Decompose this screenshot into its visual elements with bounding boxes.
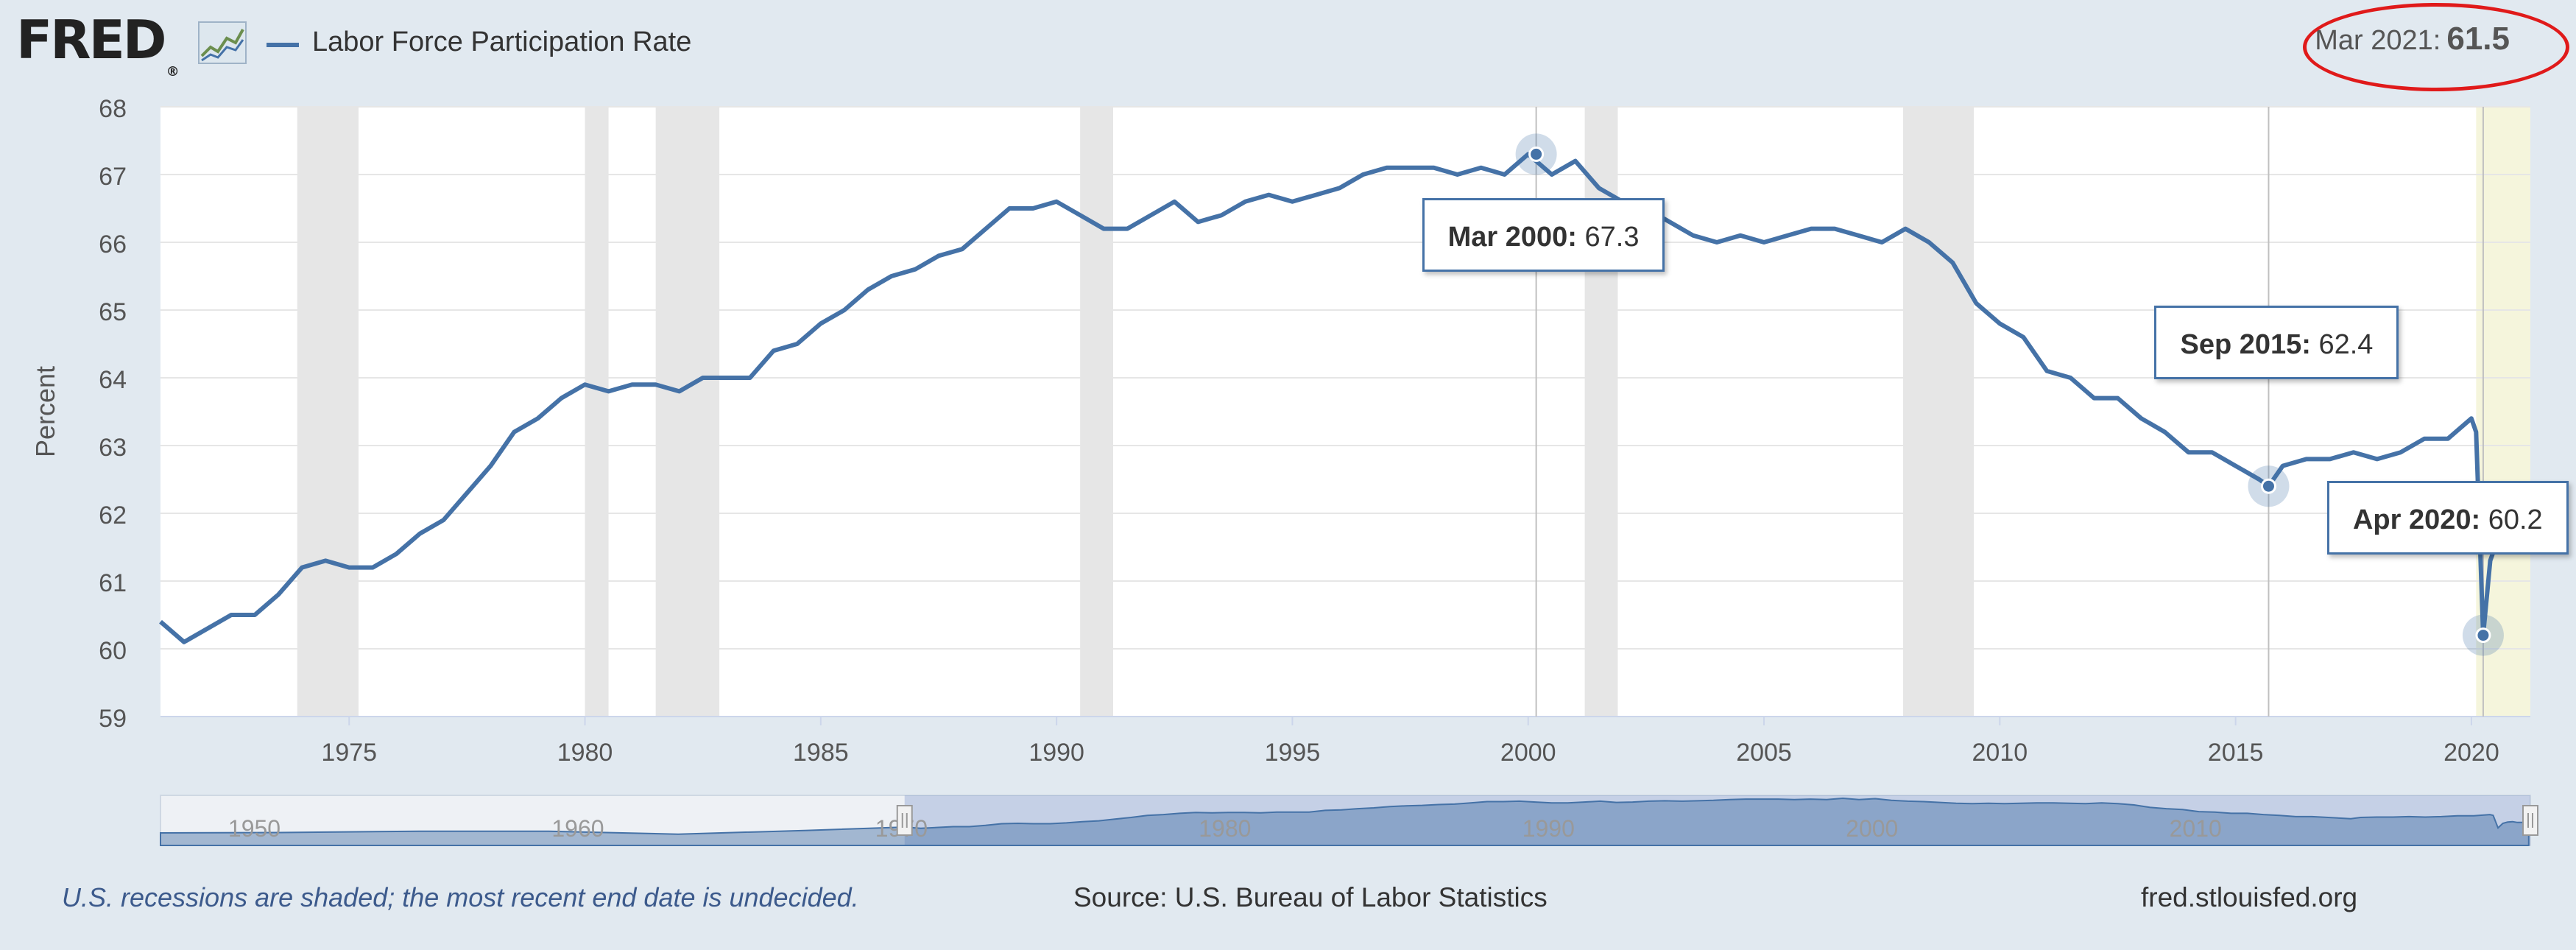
navigator-label: 1960 <box>551 815 604 842</box>
x-tick-label: 2015 <box>2208 739 2264 767</box>
source-label: Source: U.S. Bureau of Labor Statistics <box>1073 882 1548 912</box>
tooltip-date: Sep 2015: <box>2180 329 2311 361</box>
fred-graph-icon <box>198 21 247 64</box>
recession-band <box>297 107 359 717</box>
navigator-label: 1950 <box>228 815 280 842</box>
y-tick-label: 66 <box>99 231 127 258</box>
navigator-handle[interactable] <box>896 805 913 836</box>
y-tick-label: 59 <box>99 705 127 733</box>
recession-band <box>585 107 609 717</box>
site-link[interactable]: fred.stlouisfed.org <box>2141 882 2358 912</box>
fred-logo-reg: ® <box>166 64 180 80</box>
x-tick-label: 2020 <box>2443 739 2499 767</box>
navigator-handle[interactable] <box>2522 805 2538 836</box>
fred-logo[interactable]: FRED® <box>16 9 180 80</box>
highlight-circle <box>2303 3 2569 91</box>
navigator-selection <box>904 795 2530 845</box>
navigator-label: 2010 <box>2170 815 2222 842</box>
tooltip-value: 60.2 <box>2480 504 2543 535</box>
y-tick-label: 63 <box>99 434 127 462</box>
point-marker <box>1528 146 1545 162</box>
chart-footer: U.S. recessions are shaded; the most rec… <box>0 876 2576 935</box>
x-tick-label: 2010 <box>1972 739 2028 767</box>
recession-band <box>1080 107 1114 717</box>
y-tick-label: 61 <box>99 569 127 597</box>
navigator-area <box>160 795 2531 846</box>
x-tick-label: 1985 <box>793 739 849 767</box>
y-tick-label: 60 <box>99 637 127 665</box>
y-tick-label: 64 <box>99 366 127 394</box>
recession-band <box>655 107 720 717</box>
tooltip-date: Mar 2000: <box>1447 222 1577 253</box>
fred-logo-text: FRED <box>16 9 167 71</box>
x-tick-label: 1980 <box>557 739 613 767</box>
legend-series-label: Labor Force Participation Rate <box>312 27 692 57</box>
tooltip: Sep 2015: 62.4 <box>2154 306 2399 380</box>
tooltip-date: Apr 2020: <box>2352 504 2481 535</box>
y-tick-label: 67 <box>99 163 127 191</box>
x-tick-label: 1995 <box>1265 739 1321 767</box>
tooltip-value: 62.4 <box>2310 329 2374 361</box>
navigator-label: 1990 <box>1522 815 1575 842</box>
y-tick-label: 65 <box>99 298 127 326</box>
navigator-label: 2000 <box>1846 815 1898 842</box>
recession-band <box>1903 107 1975 717</box>
point-marker <box>2260 478 2276 494</box>
tooltip: Apr 2020: 60.2 <box>2326 480 2569 555</box>
navigator-label: 1980 <box>1199 815 1251 842</box>
point-marker <box>2475 627 2491 644</box>
tooltip-value: 67.3 <box>1576 222 1640 253</box>
chart-header: FRED® Labor Force Participation Rate Mar… <box>0 0 2576 91</box>
tooltip: Mar 2000: 67.3 <box>1422 198 1665 272</box>
y-tick-label: 62 <box>99 502 127 529</box>
series-line <box>159 152 2528 644</box>
line-chart[interactable]: 59 60 61 62 63 64 65 66 67 68 1975 1980 1985 1990 1995… <box>0 0 2576 876</box>
y-axis-label: Percent <box>30 366 60 457</box>
x-tick-label: 1975 <box>321 739 377 767</box>
legend-series-swatch <box>267 43 299 47</box>
plot-area <box>160 107 2530 717</box>
x-tick-label: 2000 <box>1500 739 1556 767</box>
x-tick-label: 2005 <box>1736 739 1792 767</box>
recession-note: U.S. recessions are shaded; the most rec… <box>62 882 859 912</box>
x-tick-label: 1990 <box>1028 739 1084 767</box>
y-tick-label: 68 <box>99 95 127 123</box>
navigator-series <box>160 797 2530 846</box>
